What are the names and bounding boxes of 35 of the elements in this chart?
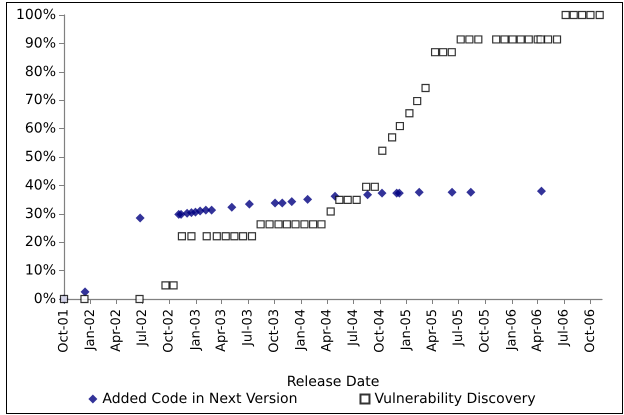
y-tick-label: 20% (24, 234, 56, 250)
x-tick-label: Oct-06 (582, 309, 598, 353)
x-tick-label: Oct-03 (266, 309, 282, 353)
x-tick-label: Jul-06 (556, 309, 572, 347)
y-tick-label: 60% (24, 120, 56, 137)
x-tick-label: Jan-02 (83, 309, 98, 352)
y-tick-label: 40% (24, 177, 56, 194)
x-tick-label: Jan-06 (504, 309, 520, 352)
legend-label: Vulnerability Discovery (374, 391, 536, 407)
x-tick-label: Jul-02 (135, 309, 150, 347)
x-tick-label: Jul-03 (240, 309, 256, 347)
x-tick-label: Apr-04 (320, 309, 335, 352)
x-tick-label: Oct-02 (162, 309, 177, 353)
x-tick-label: Apr-05 (424, 309, 440, 352)
x-tick-label: Oct-05 (478, 309, 493, 353)
x-tick-label: Jan-03 (188, 309, 204, 352)
y-tick-label: 0% (34, 291, 56, 307)
y-tick-label: 100% (16, 7, 56, 23)
x-tick-label: Apr-06 (530, 309, 546, 352)
x-tick-label: Apr-03 (214, 309, 230, 352)
y-tick-label: 90% (24, 35, 56, 52)
x-tick-label: Oct-04 (372, 309, 388, 353)
y-tick-label: 50% (24, 149, 56, 165)
y-tick-label: 10% (24, 262, 56, 279)
x-tick-label: Jan-04 (293, 309, 308, 352)
x-tick-label: Oct-01 (56, 309, 72, 353)
legend-label: Added Code in Next Version (102, 391, 298, 407)
y-tick-label: 70% (24, 92, 56, 108)
x-tick-label: Jan-05 (399, 309, 414, 352)
x-tick-label: Apr-02 (108, 309, 124, 352)
x-axis-title: Release Date (286, 374, 380, 390)
x-tick-label: Jul-04 (346, 309, 361, 347)
y-tick-label: 30% (24, 206, 56, 222)
x-tick-label: Jul-05 (451, 309, 466, 347)
y-tick-label: 80% (24, 64, 56, 80)
